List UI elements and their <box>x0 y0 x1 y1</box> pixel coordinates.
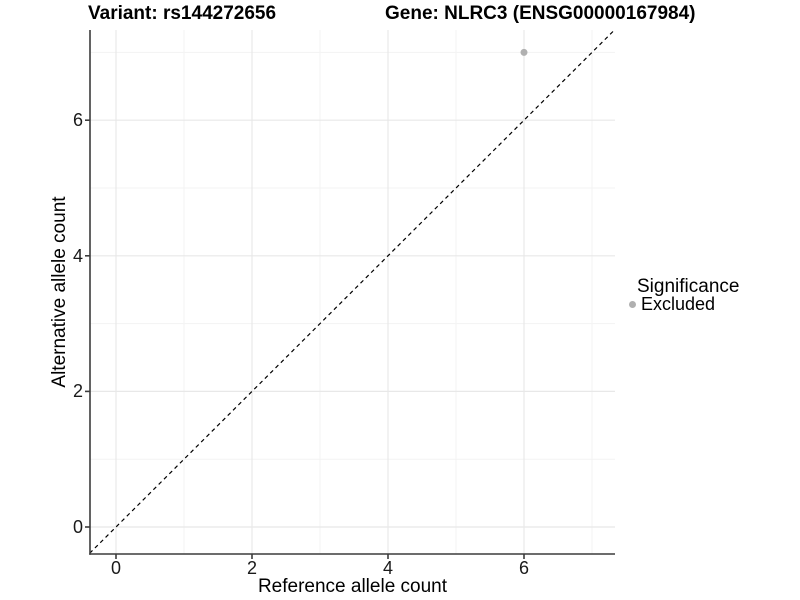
x-tick-label: 2 <box>246 558 257 578</box>
legend-title: Significance <box>637 276 740 297</box>
x-axis-title: Reference allele count <box>257 576 448 597</box>
legend-item-label: Excluded <box>641 294 716 314</box>
y-tick-label: 2 <box>72 381 83 402</box>
legend-item-excluded: Excluded <box>629 294 715 314</box>
y-tick-label: 0 <box>72 517 83 537</box>
data-point <box>520 48 528 56</box>
y-tick-label: 6 <box>72 110 83 131</box>
x-tick-label: 6 <box>518 558 529 578</box>
legend-point-icon <box>629 300 636 308</box>
y-tick-label: 4 <box>72 245 83 266</box>
plot-title-gene: Gene: NLRC3 (ENSG00000167984) <box>385 3 696 24</box>
x-tick-label: 0 <box>110 558 121 578</box>
y-axis-title: Alternative allele count <box>49 196 70 388</box>
identity-line <box>90 30 615 554</box>
plot-title-variant: Variant: rs144272656 <box>88 3 277 24</box>
x-tick-label: 4 <box>382 558 393 578</box>
